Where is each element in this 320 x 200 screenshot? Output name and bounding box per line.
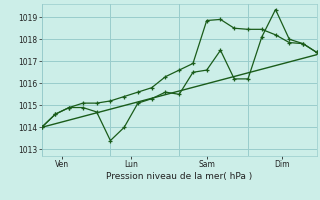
X-axis label: Pression niveau de la mer( hPa ): Pression niveau de la mer( hPa ) — [106, 172, 252, 181]
